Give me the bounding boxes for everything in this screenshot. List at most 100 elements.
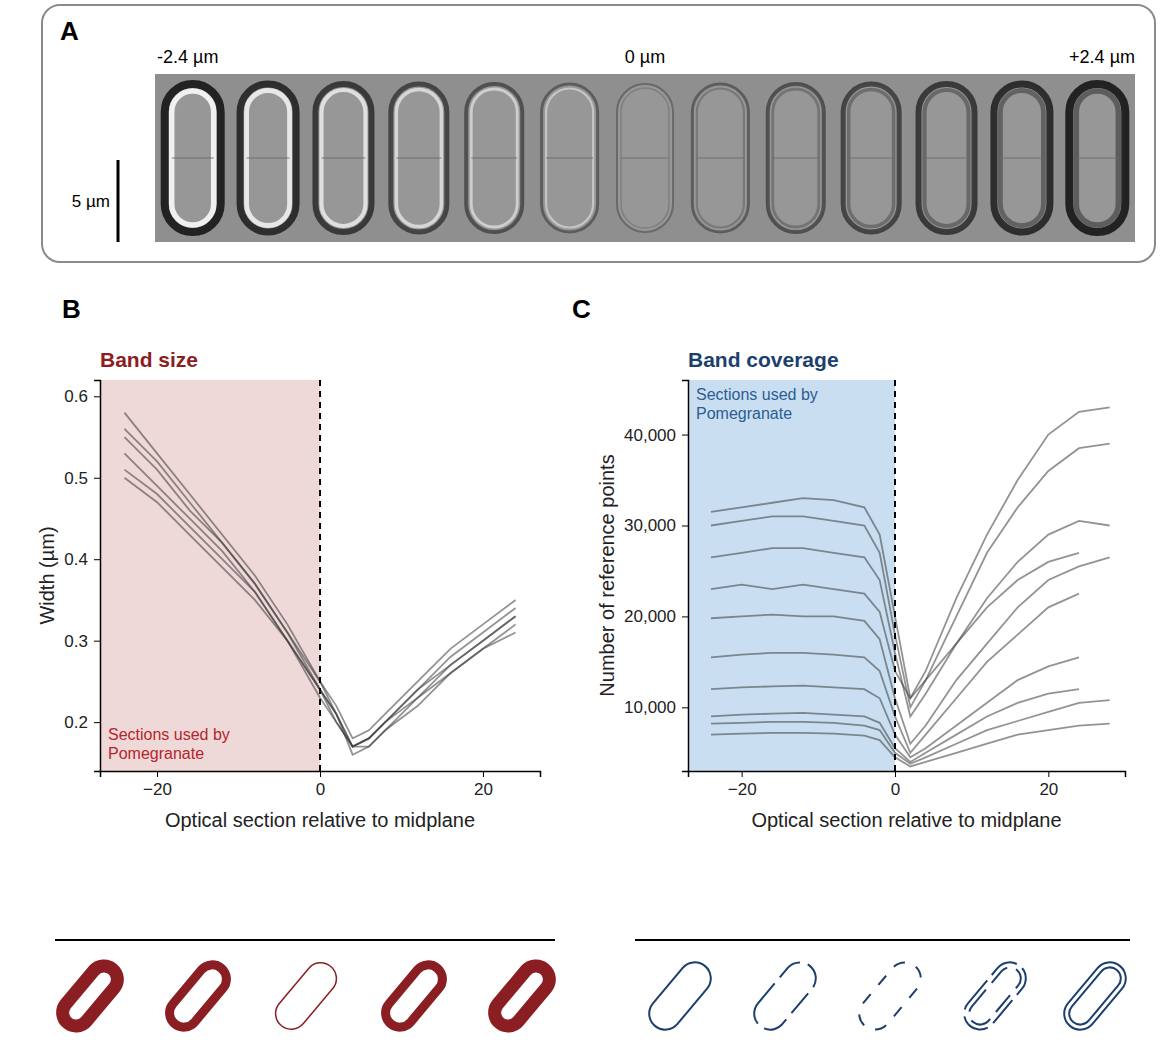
series-line: [711, 407, 1110, 698]
panel-letter: B: [62, 294, 81, 324]
band-coverage-icon: [958, 956, 1033, 1036]
panel-letter: C: [572, 294, 591, 324]
y-tick: 0.3: [64, 632, 100, 651]
x-axis-line: [689, 772, 1126, 778]
capsule-outline: [489, 960, 555, 1031]
x-tick-mark: [1048, 771, 1049, 777]
cell-septum: [471, 157, 517, 159]
x-tick: −20: [728, 771, 757, 799]
cell-septum: [396, 157, 441, 159]
cell-halo: [919, 84, 975, 232]
y-tick: 0.5: [64, 469, 100, 488]
cell-septum: [172, 157, 214, 159]
x-tick-mark: [157, 771, 158, 777]
x-tick: 20: [474, 771, 493, 799]
series-line: [711, 444, 1110, 708]
capsule-outline: [1058, 956, 1133, 1036]
series-line: [711, 724, 1110, 767]
cell-wall: [849, 90, 894, 227]
cell-septum: [1076, 157, 1118, 159]
x-tick: −20: [143, 771, 172, 799]
x-axis-line: [101, 772, 541, 778]
cell-septum: [247, 157, 290, 159]
y-tick-mark: [94, 641, 100, 642]
micrograph-cell: [315, 84, 371, 232]
figure: A-2.4 µm0 µm+2.4 µm5 µm−200200.20.30.40.…: [0, 0, 1161, 1048]
cell-wall: [546, 89, 593, 228]
y-tick-mark: [682, 616, 688, 617]
band-size-icon: [164, 959, 232, 1033]
micrograph-cell: [1069, 84, 1125, 232]
x-tick: 0: [316, 771, 325, 799]
cell-halo: [1069, 84, 1125, 232]
y-tick-label: 20,000: [624, 607, 676, 626]
series-line: [711, 557, 1110, 743]
x-tick-mark: [742, 771, 743, 777]
micrograph-cell: [240, 84, 296, 232]
separator-line: [635, 939, 1130, 941]
cell-wall: [621, 88, 669, 228]
y-tick-mark: [682, 525, 688, 526]
cell-halo: [692, 84, 748, 232]
y-tick-mark: [94, 478, 100, 479]
capsule-outline: [269, 956, 343, 1035]
panel-1: −2002010,00020,00030,00040,000Optical se…: [572, 294, 1126, 831]
band-size-icon: [57, 960, 123, 1031]
cell-halo: [617, 84, 673, 232]
y-tick-label: 0.2: [64, 713, 88, 732]
series-line: [711, 657, 1079, 757]
cell-halo: [165, 84, 221, 232]
micrograph-cell: [843, 84, 899, 232]
cell-septum: [773, 157, 819, 159]
cell-septum: [621, 157, 669, 159]
y-tick-label: 0.6: [64, 387, 88, 406]
y-tick: 20,000: [624, 607, 688, 626]
midplane-line: [894, 380, 896, 771]
focus-label: +2.4 µm: [1069, 47, 1135, 67]
cell-wall: [1076, 91, 1118, 225]
chart-title: Band size: [100, 348, 198, 371]
capsule-outline: [643, 956, 718, 1036]
micrograph-cell: [994, 84, 1050, 232]
cell-wall: [471, 89, 517, 227]
cell-wall: [697, 89, 744, 228]
band-coverage-icon: [643, 956, 718, 1036]
capsule-outline: [1065, 963, 1126, 1029]
x-tick-mark: [483, 771, 484, 777]
panel-frame: [42, 5, 1155, 262]
cell-wall: [1000, 91, 1043, 226]
midplane-line: [319, 380, 321, 771]
band-size-icon: [380, 959, 448, 1033]
cell-wall: [172, 91, 214, 225]
y-tick-mark: [94, 396, 100, 397]
y-tick-mark: [94, 722, 100, 723]
capsule-outline: [853, 956, 928, 1036]
y-tick-label: 10,000: [624, 698, 676, 717]
y-axis-title: Number of reference points: [596, 454, 618, 696]
schematics: [55, 940, 1132, 1036]
cell-halo: [315, 84, 371, 232]
focus-label: 0 µm: [625, 47, 665, 67]
micrograph-cell: [919, 84, 975, 232]
cell-halo: [542, 84, 598, 232]
cell-septum: [321, 157, 365, 159]
cell-septum: [697, 157, 744, 159]
cell-halo: [466, 84, 522, 232]
capsule-outline: [958, 956, 1033, 1036]
y-axis: 10,00020,00030,00040,000: [624, 381, 689, 772]
y-tick: 30,000: [624, 516, 688, 535]
x-tick-label: 0: [316, 780, 325, 799]
x-tick: 0: [891, 771, 900, 799]
x-tick-label: −20: [728, 780, 757, 799]
highlight-label: Sections used byPomegranate: [696, 386, 818, 422]
y-tick: 0.4: [64, 550, 100, 569]
y-tick-mark: [682, 435, 688, 436]
capsule-outline: [380, 959, 448, 1033]
capsule-outline: [57, 960, 123, 1031]
y-tick-mark: [94, 559, 100, 560]
capsule-outline: [748, 956, 823, 1036]
band-coverage-icon: [1058, 956, 1133, 1036]
series-line: [124, 470, 515, 747]
focus-label: -2.4 µm: [157, 47, 218, 67]
cell-septum: [546, 157, 593, 159]
